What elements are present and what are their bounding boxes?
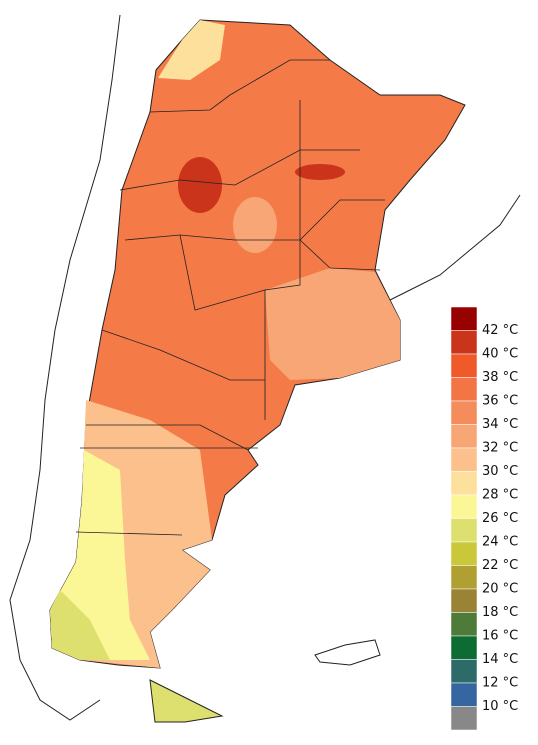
legend-label: 36 °C [482, 394, 518, 409]
legend-swatch [450, 706, 478, 731]
legend-swatch [450, 424, 478, 449]
tierra-del-fuego [149, 679, 224, 723]
hot-core [178, 157, 222, 213]
legend-swatch [450, 330, 478, 355]
hot-east [295, 164, 345, 180]
legend-label: 28 °C [482, 488, 518, 503]
legend-swatch [450, 471, 478, 496]
legend-label: 22 °C [482, 558, 518, 573]
legend-swatch [450, 353, 478, 378]
chile-coast [9, 14, 521, 721]
legend-label: 42 °C [482, 323, 518, 338]
pale-east [265, 268, 400, 380]
legend-swatch [450, 400, 478, 425]
legend: 42 °C 40 °C 38 °C 36 °C 34 °C 32 °C 30 °C 28 °C… [447, 303, 533, 734]
legend-label: 38 °C [482, 370, 518, 385]
legend-label: 40 °C [482, 347, 518, 362]
pale-center [233, 197, 277, 253]
legend-label: 32 °C [482, 441, 518, 456]
legend-label: 20 °C [482, 582, 518, 597]
legend-label: 18 °C [482, 605, 518, 620]
legend-label: 10 °C [482, 699, 518, 714]
legend-swatch [450, 518, 478, 543]
legend-swatch [450, 612, 478, 637]
legend-swatch [450, 447, 478, 472]
legend-label: 12 °C [482, 676, 518, 691]
legend-swatch [450, 682, 478, 707]
legend-label: 16 °C [482, 629, 518, 644]
legend-label: 14 °C [482, 652, 518, 667]
legend-label: 26 °C [482, 511, 518, 526]
argentina [49, 19, 466, 723]
legend-swatch [450, 588, 478, 613]
legend-swatch [450, 377, 478, 402]
legend-label: 34 °C [482, 417, 518, 432]
province-lines [75, 59, 385, 536]
green-south [50, 590, 110, 660]
legend-swatch [450, 635, 478, 660]
legend-label: 24 °C [482, 535, 518, 550]
legend-swatch [450, 306, 478, 331]
legend-swatch [450, 494, 478, 519]
legend-label: 30 °C [482, 464, 518, 479]
north-yellow [158, 20, 225, 80]
legend-swatch [450, 541, 478, 566]
legend-swatch [450, 659, 478, 684]
legend-swatch [450, 565, 478, 590]
